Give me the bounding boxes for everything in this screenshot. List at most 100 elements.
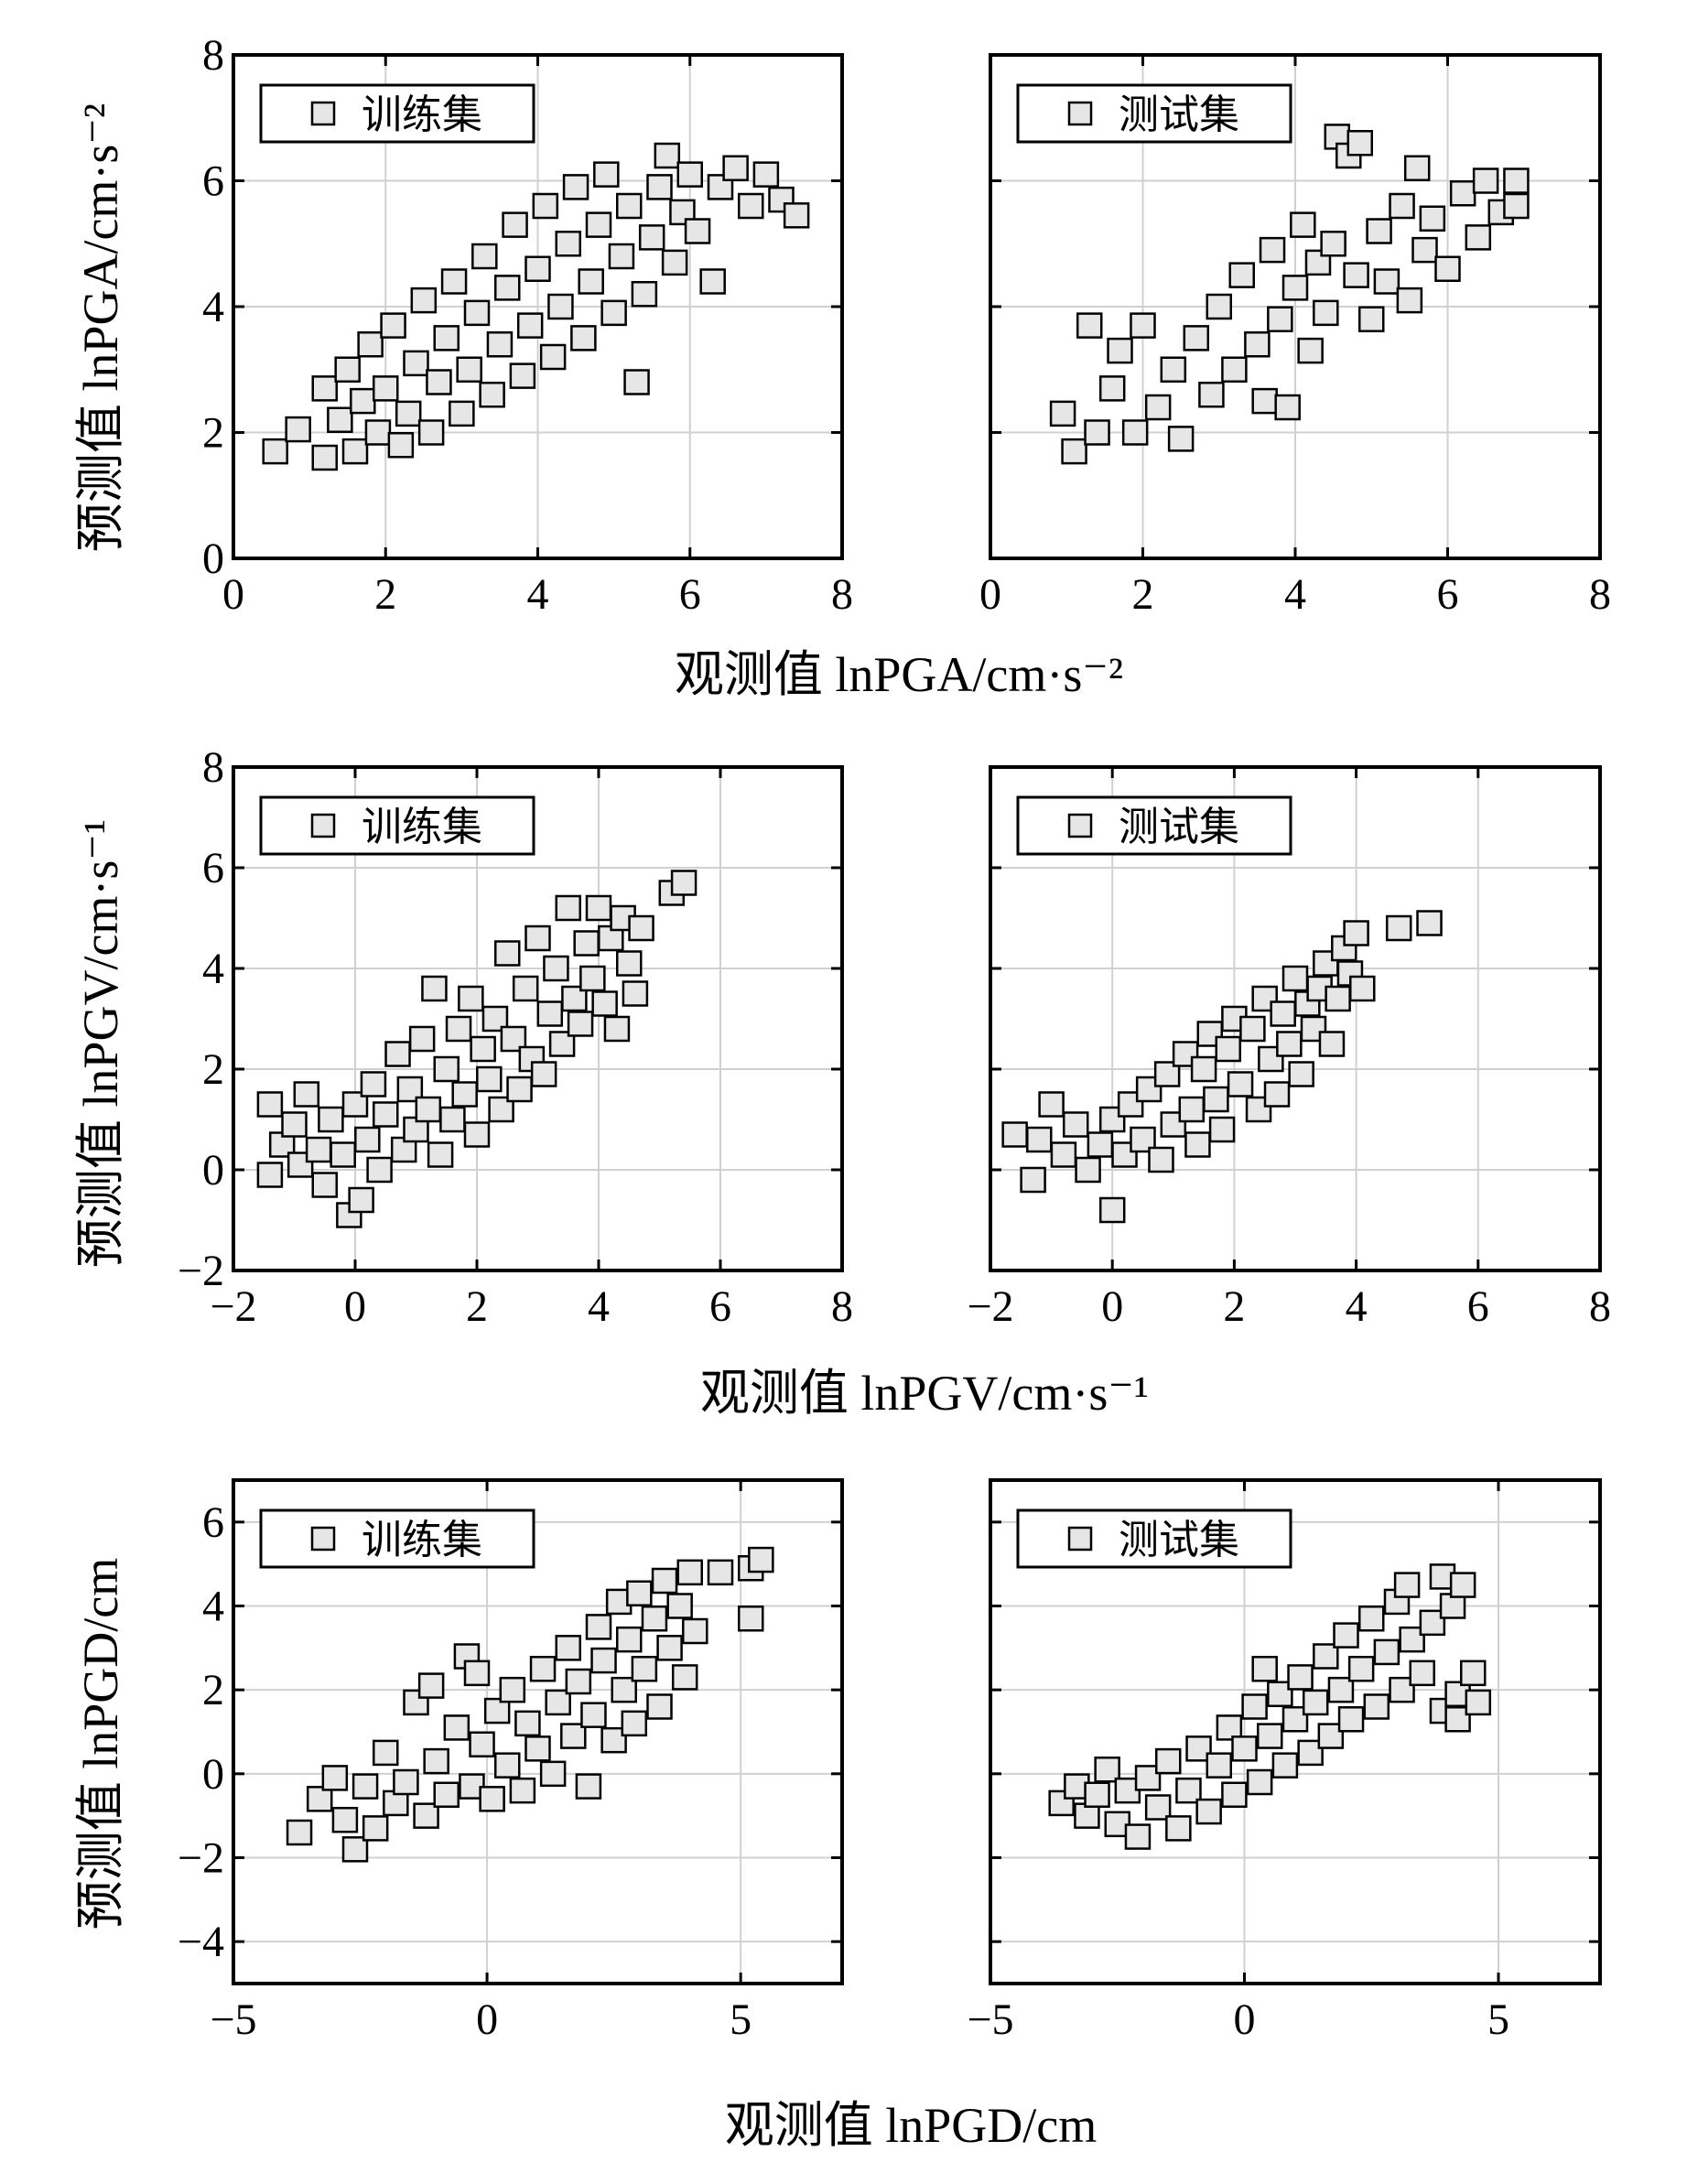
y-tick-label: 6 — [202, 157, 224, 206]
data-point — [608, 243, 635, 270]
data-point — [410, 287, 438, 314]
data-point — [676, 161, 703, 188]
data-point — [293, 1081, 320, 1108]
data-point — [1134, 1765, 1162, 1791]
legend: 训练集 — [259, 83, 535, 144]
data-point — [1302, 1689, 1329, 1716]
data-point — [573, 930, 600, 957]
data-point — [458, 985, 484, 1012]
y-tick-label: 2 — [202, 1045, 224, 1094]
data-point — [1227, 1071, 1254, 1097]
data-point — [357, 331, 384, 358]
data-point — [1472, 168, 1499, 194]
x-tick-label: 6 — [679, 570, 701, 619]
data-point — [1444, 1706, 1471, 1733]
plot-frame — [989, 1478, 1602, 1985]
data-point — [380, 312, 406, 339]
y-tick-label: 2 — [202, 1666, 224, 1714]
data-point — [483, 1697, 511, 1724]
data-point — [463, 1121, 491, 1148]
x-axis-label-row-3: 观测值 lnPGD/cm — [725, 2098, 1098, 2153]
data-point — [1087, 1131, 1114, 1158]
data-point — [539, 343, 567, 371]
data-point — [547, 293, 574, 320]
x-tick-label: 0 — [1234, 1995, 1256, 2044]
y-tick-label: −4 — [178, 1918, 224, 1966]
data-point — [646, 174, 673, 200]
data-point — [670, 870, 698, 896]
x-tick-label: −2 — [210, 1282, 256, 1331]
y-tick-label: −2 — [178, 1247, 224, 1295]
legend-label: 训练集 — [362, 804, 482, 850]
data-point — [350, 387, 376, 415]
data-point — [524, 255, 551, 282]
data-point — [1098, 1196, 1126, 1224]
data-point — [567, 1011, 594, 1037]
data-point — [1287, 1664, 1314, 1691]
legend-marker — [310, 101, 336, 126]
data-point — [524, 1735, 551, 1762]
x-tick-label: 8 — [831, 1282, 853, 1331]
x-tick-label: 0 — [979, 570, 1001, 619]
data-point — [1503, 168, 1530, 194]
data-point — [1246, 1768, 1273, 1796]
data-point — [502, 211, 528, 238]
data-point — [1062, 1111, 1089, 1138]
data-point — [560, 1723, 587, 1749]
data-point — [684, 218, 711, 244]
data-point — [305, 1136, 332, 1163]
data-point — [285, 416, 311, 443]
x-tick-label: 5 — [730, 1995, 752, 2044]
data-point — [591, 990, 618, 1017]
data-point — [1001, 1121, 1028, 1148]
data-point — [427, 1141, 454, 1168]
data-point — [752, 161, 780, 188]
data-point — [387, 432, 415, 459]
plot-frame — [232, 1478, 844, 1985]
data-point — [256, 1162, 284, 1188]
data-point — [433, 1055, 460, 1083]
legend-marker — [1067, 1526, 1093, 1552]
data-point — [1121, 419, 1149, 446]
data-point — [1337, 1706, 1365, 1733]
x-tick-label: 2 — [1132, 570, 1154, 619]
data-point — [1160, 356, 1187, 383]
data-point — [1075, 1156, 1101, 1184]
data-point — [1346, 130, 1374, 157]
data-point — [1263, 1081, 1291, 1108]
data-point — [616, 1626, 643, 1653]
data-point — [1107, 337, 1133, 364]
data-point — [638, 224, 665, 251]
panel-4: −2 0 2 4 6 8 测试集 — [967, 765, 1611, 1331]
data-point — [1465, 224, 1492, 251]
x-tick-label: 8 — [1589, 570, 1611, 619]
data-point — [565, 1668, 592, 1695]
data-point — [722, 155, 749, 181]
data-point — [321, 1765, 349, 1791]
data-point — [417, 1672, 445, 1699]
data-point — [443, 1714, 470, 1741]
x-axis-label-row-1: 观测值 lnPGA/cm·s⁻² — [675, 647, 1123, 702]
data-point — [509, 1777, 536, 1804]
data-point — [1203, 1086, 1229, 1113]
data-point — [395, 400, 422, 427]
data-point — [626, 1580, 653, 1606]
data-point — [479, 382, 505, 408]
data-point — [426, 369, 452, 395]
data-point — [656, 1635, 683, 1661]
data-point — [616, 950, 643, 977]
data-point — [330, 1141, 356, 1168]
data-point — [509, 362, 536, 389]
data-point — [623, 369, 650, 395]
data-point — [1411, 236, 1438, 264]
y-tick-label: 4 — [202, 1583, 224, 1631]
x-tick-label: −2 — [967, 1282, 1013, 1331]
data-point — [348, 1186, 374, 1214]
data-point — [373, 1739, 399, 1767]
data-point — [1271, 1752, 1299, 1779]
data-point — [631, 1656, 658, 1682]
data-point — [585, 894, 612, 922]
data-point — [1020, 1166, 1046, 1194]
data-point — [1276, 1031, 1303, 1057]
data-point — [555, 231, 581, 257]
